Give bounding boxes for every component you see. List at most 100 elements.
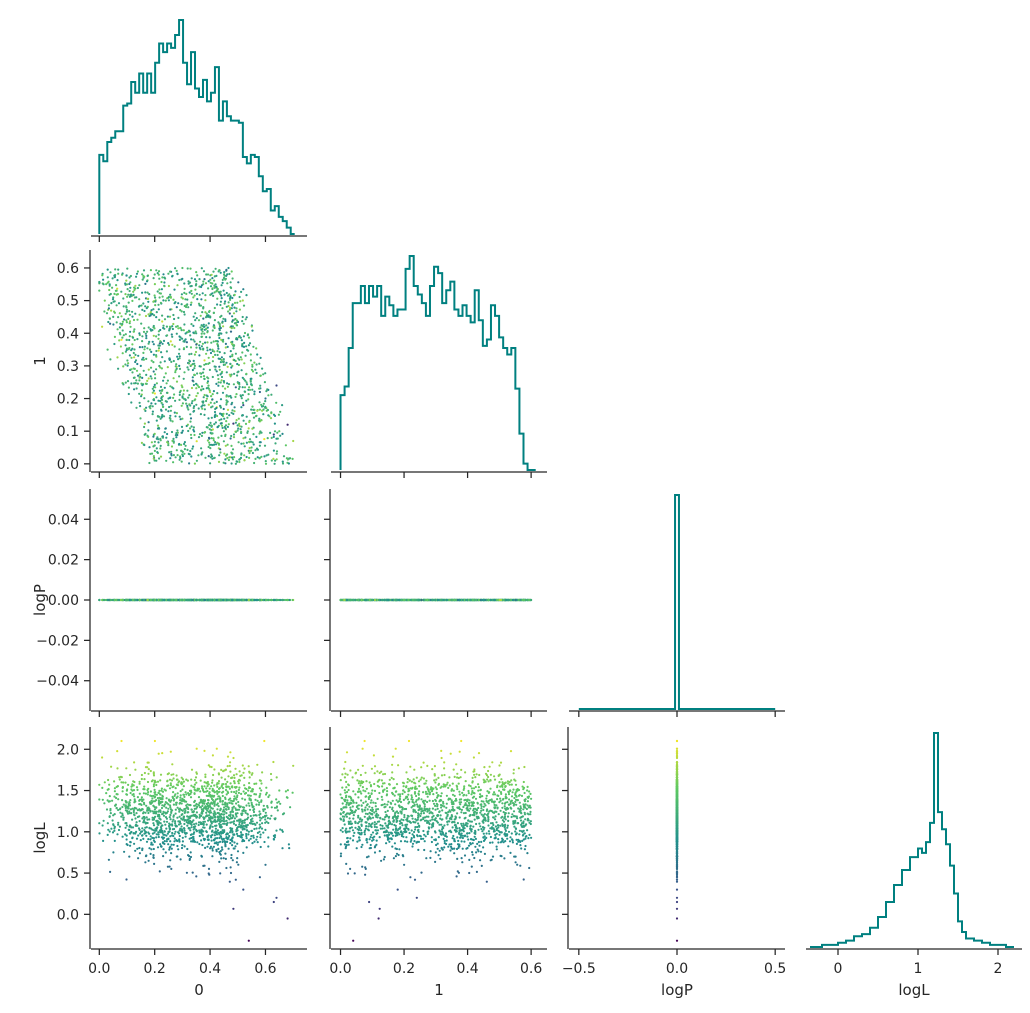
scatter-point [146,274,149,277]
scatter-point [256,456,259,459]
scatter-point [145,337,148,340]
scatter-point [151,340,154,343]
scatter-point [128,338,131,342]
scatter-point [193,367,196,370]
scatter-point [206,326,209,329]
scatter-point [166,315,169,318]
scatter-point [270,459,273,462]
scatter-point [203,408,206,411]
scatter-point [391,598,394,602]
scatter-point [203,393,206,397]
scatter-point [233,306,236,309]
scatter-point [116,279,119,282]
scatter-point [138,313,141,316]
scatter-point [152,389,155,392]
scatter-point [115,289,118,292]
scatter-point [246,383,249,386]
scatter-point [234,386,237,389]
scatter-point [209,431,212,434]
scatter-point [188,291,191,294]
scatter-point [509,598,512,602]
scatter-point [171,325,174,328]
scatter-point [153,273,156,276]
scatter-point [281,460,284,463]
scatter-point [214,421,217,424]
scatter-point [101,274,104,277]
scatter-point [226,416,229,419]
scatter-point [197,454,200,457]
scatter-point [182,377,185,380]
scatter-point [214,441,217,444]
scatter-point [238,358,241,361]
scatter-point [178,391,181,394]
scatter-point [183,371,186,374]
scatter-point [127,301,130,304]
scatter-point [198,433,202,436]
scatter-point [110,309,113,312]
scatter-point [207,445,210,449]
scatter-point [254,368,257,371]
scatter-point [134,353,137,356]
scatter-point [241,386,244,389]
scatter-point [210,273,213,276]
scatter-point [220,294,223,297]
scatter-point [183,291,186,294]
scatter-point [162,324,165,327]
scatter-point [225,305,228,308]
scatter-point [176,284,179,287]
scatter-point [234,290,237,293]
scatter-point [208,391,212,394]
scatter-point [227,337,230,340]
scatter-point [192,426,195,429]
scatter-point [182,310,186,314]
scatter-point [161,405,165,408]
scatter-point [106,276,109,279]
scatter-point [152,308,155,311]
scatter-point [163,327,166,330]
y-tick-label: −0.04 [36,674,79,690]
scatter-point [250,383,253,386]
scatter-point [275,401,278,404]
scatter-point [241,414,244,417]
scatter-point [164,299,167,302]
scatter-point [205,324,208,327]
scatter-point [141,376,144,379]
scatter-point [102,283,105,286]
scatter-point [239,300,242,303]
scatter-point [202,396,205,399]
y-tick-label: 0.2 [57,392,79,408]
scatter-point [157,303,160,306]
scatter-point [211,398,214,401]
scatter-point [159,455,163,458]
scatter-point [207,417,210,420]
scatter-point [203,413,206,416]
scatter-point [132,318,136,322]
scatter-point [106,598,109,602]
scatter-point [235,307,238,310]
scatter-point [272,435,275,438]
scatter-point [291,598,294,602]
scatter-point [188,462,191,465]
scatter-point [269,431,272,434]
scatter-point [151,410,154,413]
scatter-point [440,598,443,602]
scatter-point [273,430,277,433]
scatter-point [429,598,432,602]
scatter-point [191,447,194,450]
scatter-point [135,387,138,390]
scatter-point [155,354,158,357]
scatter-point [253,461,256,465]
scatter-point [143,275,146,278]
scatter-point [247,336,251,339]
scatter-point [153,392,156,395]
scatter-point [174,415,177,418]
scatter-point [216,425,219,429]
scatter-point [251,427,254,430]
scatter-point [172,396,175,399]
scatter-point [226,382,229,385]
scatter-point [163,376,166,379]
scatter-point [156,424,160,427]
scatter-point [363,598,367,602]
scatter-point [248,386,251,389]
scatter-point [403,598,406,602]
